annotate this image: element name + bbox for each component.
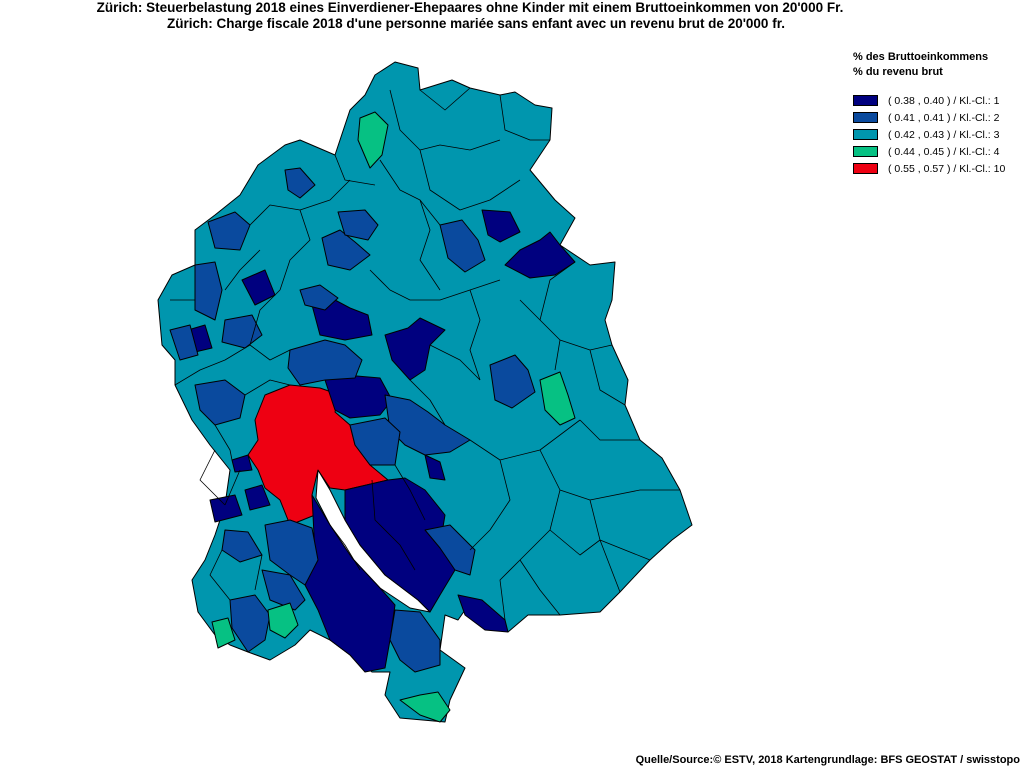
municipality-class1-l <box>231 454 253 473</box>
municipality-class4-d <box>211 617 236 649</box>
municipality-class1-f <box>504 231 576 279</box>
legend-swatch <box>853 163 878 174</box>
municipality-class2-r <box>221 314 263 349</box>
legend-label: ( 0.41 , 0.41 ) / Kl.-Cl.: 2 <box>888 111 1000 124</box>
municipality-class1-b <box>304 494 396 673</box>
municipality-class1-k <box>244 484 271 511</box>
legend-item: ( 0.38 , 0.40 ) / Kl.-Cl.: 1 <box>853 92 1023 109</box>
legend-swatch <box>853 95 878 106</box>
municipality-class4-a <box>357 111 389 169</box>
legend-swatch <box>853 129 878 140</box>
municipality-class1-d <box>311 299 373 341</box>
legend-header-french: % du revenu brut <box>853 66 943 78</box>
municipality-class1-m <box>457 594 509 633</box>
municipality-class2-s <box>284 167 316 199</box>
legend-header-german: % des Bruttoeinkommens <box>853 51 989 63</box>
map-title-german: Zürich: Steuerbelastung 2018 eines Einve… <box>96 0 844 15</box>
municipality-class2-k <box>439 219 486 273</box>
map-title-french: Zürich: Charge fiscale 2018 d'une person… <box>167 16 785 31</box>
legend-item: ( 0.42 , 0.43 ) / Kl.-Cl.: 3 <box>853 126 1023 143</box>
municipality-class2-q <box>194 379 246 426</box>
municipality-class2-g <box>261 569 306 611</box>
municipality-class2-l <box>321 229 371 271</box>
legend-swatch <box>853 112 878 123</box>
legend-label: ( 0.42 , 0.43 ) / Kl.-Cl.: 3 <box>888 128 1000 141</box>
municipality-class4-b <box>539 371 576 426</box>
map-legend: % des Bruttoeinkommens % du revenu brut … <box>853 50 1023 177</box>
legend-label: ( 0.55 , 0.57 ) / Kl.-Cl.: 10 <box>888 162 1006 175</box>
municipality-class2-o <box>194 261 223 321</box>
legend-items: ( 0.38 , 0.40 ) / Kl.-Cl.: 1 ( 0.41 , 0.4… <box>853 92 1023 177</box>
legend-item: ( 0.44 , 0.45 ) / Kl.-Cl.: 4 <box>853 143 1023 160</box>
municipality-class2-m <box>337 209 379 241</box>
municipality-class2-j <box>489 354 536 409</box>
municipality-class2-n <box>207 211 251 251</box>
legend-item: ( 0.41 , 0.41 ) / Kl.-Cl.: 2 <box>853 109 1023 126</box>
legend-label: ( 0.44 , 0.45 ) / Kl.-Cl.: 4 <box>888 145 1000 158</box>
municipality-class2-e <box>389 609 441 673</box>
legend-item: ( 0.55 , 0.57 ) / Kl.-Cl.: 10 <box>853 160 1023 177</box>
municipality-class4-e <box>399 691 451 723</box>
municipality-class2-i <box>221 529 263 563</box>
legend-swatch <box>853 146 878 157</box>
municipality-class1-n <box>424 454 446 481</box>
legend-label: ( 0.38 , 0.40 ) / Kl.-Cl.: 1 <box>888 94 1000 107</box>
municipality-class2-a <box>287 339 363 386</box>
source-credit: Quelle/Source:© ESTV, 2018 Kartengrundla… <box>635 754 1020 766</box>
municipality-class1-g <box>481 209 521 243</box>
municipality-class2-p <box>169 324 199 361</box>
municipality-class2-h <box>229 594 271 653</box>
municipality-class2-d <box>424 524 476 576</box>
municipality-class1-j <box>209 494 243 523</box>
municipality-class4-c <box>267 602 299 639</box>
municipality-class2-f <box>264 519 319 586</box>
municipality-class2-t <box>299 284 339 311</box>
